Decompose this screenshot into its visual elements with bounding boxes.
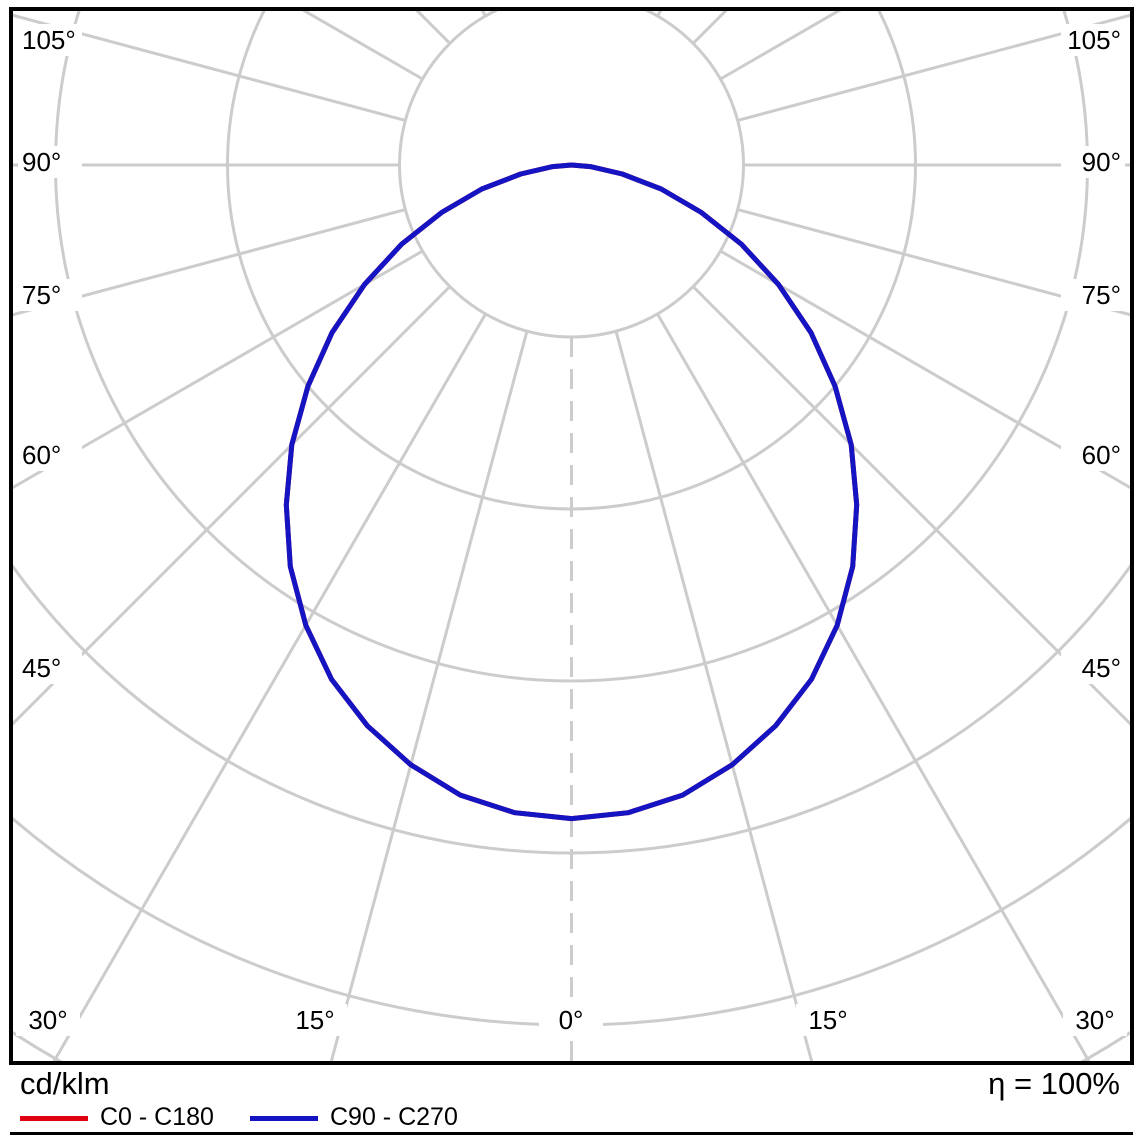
polar-intensity-chart: 105° 105° 90° 90° 75° 75° 60° 60° 45° 45° 30° 15° 0°… <box>9 7 1134 1065</box>
grid-ring <box>226 11 917 511</box>
angle-label: 60° <box>1082 440 1121 470</box>
grid-ray <box>13 13 406 122</box>
units-label: cd/klm <box>20 1066 110 1101</box>
angle-label: 45° <box>1082 653 1121 683</box>
grid-ray <box>737 13 1130 122</box>
curve-C90-C270 <box>283 162 860 822</box>
legend-swatch-c0-c180 <box>20 1116 88 1121</box>
angle-label: 75° <box>22 280 61 310</box>
angle-label: 30° <box>28 1005 67 1035</box>
angle-label: 15° <box>808 1005 847 1035</box>
angle-label: 75° <box>1082 280 1121 310</box>
grid-ray <box>52 313 487 1061</box>
grid-ray <box>656 313 1091 1061</box>
grid-ring <box>398 11 745 339</box>
grid-ray <box>13 208 406 317</box>
angle-label: 105° <box>1067 25 1121 55</box>
plot-border <box>9 7 1134 1065</box>
angle-labels: 105° 105° 90° 90° 75° 75° 60° 60° 45° 45° 30° 15° 0°… <box>16 24 1127 1036</box>
curve-C0-C180 <box>283 162 860 822</box>
angle-label: 30° <box>1075 1005 1114 1035</box>
angle-label: 90° <box>1082 147 1121 177</box>
grid-ray <box>737 208 1130 317</box>
legend-label-c0-c180: C0 - C180 <box>100 1103 214 1131</box>
grid-ray <box>329 330 529 1061</box>
angle-label: 15° <box>295 1005 334 1035</box>
grid-ray <box>13 249 424 490</box>
polar-grid <box>13 11 1130 1061</box>
angle-label: 60° <box>22 440 61 470</box>
angle-label: 0° <box>559 1005 584 1035</box>
grid-ray <box>719 249 1130 490</box>
bottom-rule <box>10 1132 1133 1135</box>
legend-label-c90-c270: C90 - C270 <box>330 1103 458 1131</box>
grid-ray <box>614 330 814 1061</box>
legend-swatch-c90-c270 <box>250 1116 318 1121</box>
efficiency-label: η = 100% <box>988 1066 1120 1101</box>
angle-label: 105° <box>22 25 76 55</box>
angle-label: 45° <box>22 653 61 683</box>
angle-label: 90° <box>22 147 61 177</box>
